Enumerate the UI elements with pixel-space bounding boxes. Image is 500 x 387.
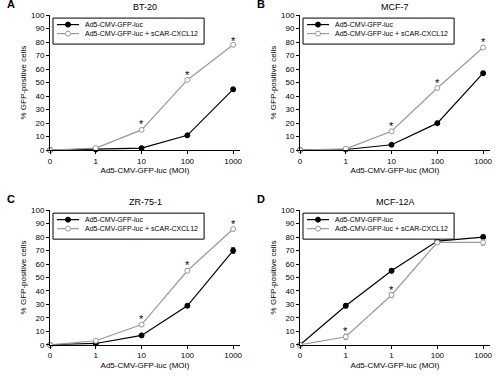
- svg-text:90: 90: [35, 24, 44, 33]
- svg-text:20: 20: [35, 119, 44, 128]
- svg-text:100: 100: [31, 206, 45, 215]
- svg-text:Ad5-CMV-GFP-luc (MOI): Ad5-CMV-GFP-luc (MOI): [101, 166, 190, 175]
- svg-text:30: 30: [285, 105, 294, 114]
- svg-text:80: 80: [35, 233, 44, 242]
- svg-text:1: 1: [344, 157, 349, 166]
- svg-text:% GFP-positive cells: % GFP-positive cells: [19, 46, 28, 120]
- svg-text:0: 0: [290, 146, 295, 155]
- svg-text:*: *: [139, 313, 144, 325]
- svg-text:Ad5-CMV-GFP-luc: Ad5-CMV-GFP-luc: [85, 21, 143, 28]
- svg-text:% GFP-positive cells: % GFP-positive cells: [269, 46, 278, 120]
- svg-text:70: 70: [35, 51, 44, 60]
- svg-text:80: 80: [285, 233, 294, 242]
- svg-text:50: 50: [285, 78, 294, 87]
- svg-text:10: 10: [137, 351, 146, 360]
- svg-text:80: 80: [285, 38, 294, 47]
- svg-text:1: 1: [94, 351, 99, 360]
- svg-text:10: 10: [285, 327, 294, 336]
- svg-text:Ad5-CMV-GFP-luc + sCAR-CXCL12: Ad5-CMV-GFP-luc + sCAR-CXCL12: [85, 225, 198, 232]
- svg-text:*: *: [231, 218, 236, 230]
- svg-text:*: *: [139, 118, 144, 130]
- svg-text:10: 10: [387, 157, 396, 166]
- svg-text:Ad5-CMV-GFP-luc + sCAR-CXCL12: Ad5-CMV-GFP-luc + sCAR-CXCL12: [335, 225, 448, 232]
- svg-text:100: 100: [431, 157, 445, 166]
- svg-text:1000: 1000: [224, 157, 242, 166]
- svg-text:30: 30: [35, 105, 44, 114]
- svg-text:40: 40: [285, 92, 294, 101]
- svg-text:1000: 1000: [224, 351, 242, 360]
- svg-text:B: B: [257, 0, 265, 10]
- svg-text:*: *: [343, 325, 348, 337]
- svg-text:60: 60: [35, 65, 44, 74]
- svg-text:*: *: [435, 77, 440, 89]
- svg-text:Ad5-CMV-GFP-luc + sCAR-CXCL12: Ad5-CMV-GFP-luc + sCAR-CXCL12: [335, 30, 448, 37]
- svg-text:0: 0: [40, 146, 45, 155]
- svg-text:20: 20: [285, 119, 294, 128]
- svg-text:10: 10: [137, 157, 146, 166]
- svg-text:20: 20: [285, 314, 294, 323]
- svg-text:ZR-75-1: ZR-75-1: [129, 197, 162, 207]
- svg-text:100: 100: [31, 11, 45, 20]
- svg-text:70: 70: [35, 246, 44, 255]
- svg-text:0: 0: [48, 157, 53, 166]
- svg-text:Ad5-CMV-GFP-luc (MOI): Ad5-CMV-GFP-luc (MOI): [351, 166, 440, 175]
- svg-text:MCF-7: MCF-7: [381, 2, 409, 12]
- svg-text:Ad5-CMV-GFP-luc + sCAR-CXCL12: Ad5-CMV-GFP-luc + sCAR-CXCL12: [85, 30, 198, 37]
- svg-text:Ad5-CMV-GFP-luc (MOI): Ad5-CMV-GFP-luc (MOI): [351, 361, 440, 370]
- svg-text:1: 1: [389, 351, 394, 360]
- svg-text:10: 10: [35, 132, 44, 141]
- svg-text:100: 100: [281, 11, 295, 20]
- svg-text:Ad5-CMV-GFP-luc: Ad5-CMV-GFP-luc: [335, 216, 393, 223]
- svg-text:1000: 1000: [474, 351, 492, 360]
- svg-text:1: 1: [94, 157, 99, 166]
- svg-text:30: 30: [35, 300, 44, 309]
- svg-text:*: *: [481, 36, 486, 48]
- svg-text:100: 100: [181, 351, 195, 360]
- svg-text:*: *: [185, 259, 190, 271]
- svg-text:Ad5-CMV-GFP-luc: Ad5-CMV-GFP-luc: [85, 216, 143, 223]
- svg-text:MCF-12A: MCF-12A: [376, 197, 415, 207]
- svg-text:*: *: [389, 120, 394, 132]
- svg-text:40: 40: [285, 287, 294, 296]
- svg-text:10: 10: [285, 132, 294, 141]
- svg-text:80: 80: [35, 38, 44, 47]
- svg-text:0: 0: [298, 157, 303, 166]
- svg-text:*: *: [231, 35, 236, 47]
- svg-text:60: 60: [285, 65, 294, 74]
- svg-text:0: 0: [290, 341, 295, 350]
- svg-text:*: *: [389, 284, 394, 296]
- svg-text:30: 30: [285, 300, 294, 309]
- svg-text:50: 50: [35, 78, 44, 87]
- svg-text:Ad5-CMV-GFP-luc: Ad5-CMV-GFP-luc: [335, 21, 393, 28]
- svg-text:*: *: [185, 69, 190, 81]
- svg-text:50: 50: [285, 273, 294, 282]
- svg-text:0: 0: [298, 351, 303, 360]
- svg-text:90: 90: [285, 24, 294, 33]
- svg-text:60: 60: [35, 260, 44, 269]
- svg-text:60: 60: [285, 260, 294, 269]
- svg-text:D: D: [257, 193, 265, 205]
- svg-text:70: 70: [285, 51, 294, 60]
- svg-text:100: 100: [181, 157, 195, 166]
- svg-text:70: 70: [285, 246, 294, 255]
- svg-text:BT-20: BT-20: [133, 2, 157, 12]
- svg-text:% GFP-positive cells: % GFP-positive cells: [19, 241, 28, 315]
- svg-text:40: 40: [35, 92, 44, 101]
- svg-text:90: 90: [35, 219, 44, 228]
- svg-text:40: 40: [35, 287, 44, 296]
- svg-text:Ad5-CMV-GFP-luc (MOI): Ad5-CMV-GFP-luc (MOI): [101, 361, 190, 370]
- svg-text:A: A: [7, 0, 15, 10]
- svg-text:100: 100: [281, 206, 295, 215]
- svg-text:1000: 1000: [474, 157, 492, 166]
- svg-text:C: C: [7, 193, 15, 205]
- svg-text:1: 1: [344, 351, 349, 360]
- svg-text:10: 10: [35, 327, 44, 336]
- svg-text:50: 50: [35, 273, 44, 282]
- svg-text:% GFP-positive cells: % GFP-positive cells: [269, 241, 278, 315]
- svg-text:90: 90: [285, 219, 294, 228]
- svg-text:20: 20: [35, 314, 44, 323]
- svg-text:0: 0: [48, 351, 53, 360]
- svg-text:100: 100: [431, 351, 445, 360]
- svg-text:0: 0: [40, 341, 45, 350]
